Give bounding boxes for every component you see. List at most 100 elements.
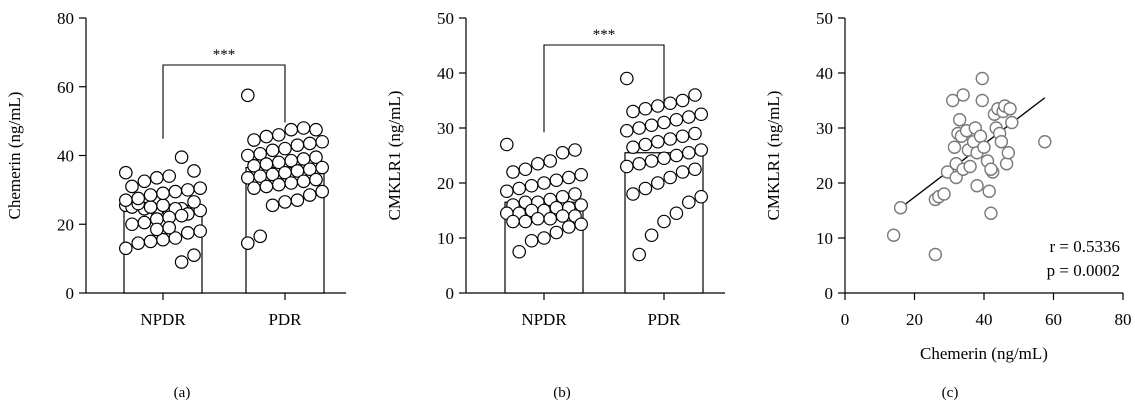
data-point — [156, 198, 170, 213]
data-point — [632, 121, 646, 135]
scatter-point — [1005, 115, 1019, 130]
data-point — [530, 211, 545, 226]
y-tick-label: 0 — [825, 284, 834, 303]
data-point — [574, 167, 588, 182]
y-tick-label: 80 — [57, 9, 74, 28]
data-point — [644, 228, 659, 243]
data-point — [657, 151, 671, 166]
significance-bracket — [543, 44, 665, 133]
data-point — [156, 186, 170, 201]
data-point — [290, 193, 305, 207]
data-point — [253, 229, 268, 244]
scatter-point — [1003, 102, 1017, 116]
scatter-point — [952, 113, 967, 127]
data-point — [524, 233, 539, 248]
data-point — [663, 96, 677, 111]
scatter-point — [963, 159, 977, 174]
data-point — [626, 104, 640, 119]
data-point — [174, 255, 189, 269]
data-point — [174, 150, 189, 165]
scatter-point — [975, 93, 989, 108]
data-point — [506, 165, 520, 179]
significance-label: *** — [593, 27, 616, 43]
x-tick-label-npdr: NPDR — [521, 310, 567, 329]
panel-b-cmklr1-bar-chart: 0 10 20 30 40 50 CMKLR1 (ng/mL) (b) NPDR PDR *** — [385, 9, 725, 401]
scatter-point — [956, 88, 970, 102]
y-axis-label: Chemerin (ng/mL) — [5, 92, 24, 220]
x-tick-label: 20 — [906, 310, 923, 329]
data-point — [568, 187, 582, 201]
scatter-point — [947, 140, 962, 154]
data-point — [663, 170, 677, 185]
data-point — [663, 132, 677, 146]
data-point — [278, 195, 292, 209]
data-point — [181, 226, 195, 240]
data-point — [638, 137, 653, 152]
data-point — [644, 118, 659, 133]
scatter-point — [928, 247, 943, 262]
x-axis-label: Chemerin (ng/mL) — [920, 344, 1048, 363]
y-tick-label: 0 — [446, 284, 455, 303]
panel-c-correlation-scatter: 0 10 20 30 40 50 CMKLR1 (ng/mL) (c) 0 20 40 60 80 Che… — [764, 9, 1132, 401]
data-point — [265, 143, 280, 158]
data-point — [574, 217, 588, 232]
correlation-r-annotation: r = 0.5336 — [1050, 237, 1121, 256]
data-point — [162, 169, 176, 183]
data-point — [694, 107, 708, 122]
data-point — [193, 181, 207, 195]
data-point — [650, 134, 665, 149]
scatter-point — [970, 179, 984, 193]
data-point — [675, 93, 690, 108]
y-tick-label: 50 — [816, 9, 833, 28]
data-point — [131, 236, 145, 250]
data-point — [555, 209, 570, 223]
data-point — [162, 220, 176, 235]
data-point — [259, 179, 274, 194]
data-point — [278, 141, 292, 156]
significance-bracket — [162, 64, 286, 139]
scatter-point — [937, 187, 951, 201]
data-point — [247, 133, 261, 147]
data-point — [241, 148, 255, 163]
scatter-point — [893, 201, 908, 215]
y-tick-label: 40 — [816, 64, 833, 83]
y-tick-label: 50 — [437, 9, 454, 28]
y-tick-label: 20 — [57, 215, 74, 234]
data-point — [131, 191, 145, 206]
x-tick-label: 0 — [841, 310, 850, 329]
data-point — [296, 174, 311, 189]
data-point — [119, 241, 133, 256]
data-point — [688, 88, 702, 102]
y-tick-label: 0 — [66, 284, 75, 303]
data-point — [524, 178, 539, 193]
y-tick-label: 10 — [437, 229, 454, 248]
data-point — [694, 189, 708, 204]
data-point — [168, 184, 183, 199]
data-point — [302, 188, 317, 202]
data-point — [568, 143, 582, 157]
data-point — [669, 112, 684, 127]
data-point — [512, 244, 526, 259]
data-point — [555, 145, 570, 160]
data-point — [271, 128, 286, 142]
y-axis-label: CMKLR1 (ng/mL) — [385, 91, 404, 221]
data-point — [174, 208, 189, 223]
data-point — [315, 184, 329, 199]
data-point — [675, 129, 690, 144]
y-tick-label: 40 — [437, 64, 454, 83]
data-point — [150, 222, 164, 237]
data-point — [681, 145, 696, 160]
data-point — [619, 159, 634, 174]
scatter-point — [994, 135, 1009, 149]
scatter-point — [982, 184, 996, 198]
data-point — [650, 176, 665, 190]
data-point — [143, 200, 158, 214]
data-point — [669, 148, 684, 163]
data-point — [284, 122, 298, 137]
significance-label: *** — [213, 47, 236, 63]
data-point — [561, 170, 576, 185]
data-point — [518, 214, 533, 229]
data-point — [499, 184, 514, 199]
scatter-point — [977, 140, 991, 154]
